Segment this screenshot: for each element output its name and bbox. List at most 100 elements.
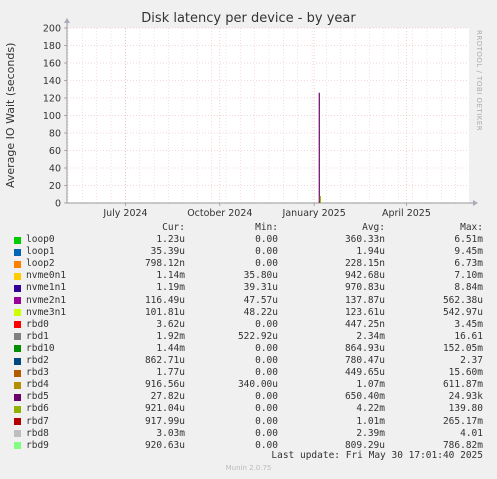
- legend-min: 522.92u: [237, 330, 278, 342]
- legend-avg: 137.87u: [344, 294, 385, 306]
- legend-swatch: [14, 430, 21, 438]
- legend-swatch: [14, 345, 21, 353]
- y-tick-label: 120: [43, 94, 61, 105]
- legend-swatch: [14, 393, 21, 401]
- legend-name: nvme2n1: [26, 294, 67, 306]
- legend-swatch: [14, 321, 21, 329]
- legend-max: 15.60m: [448, 367, 483, 379]
- legend-cur: 1.23u: [156, 234, 185, 246]
- legend-swatch: [14, 236, 21, 244]
- y-tick-label: 0: [55, 199, 61, 210]
- legend-avg: 449.65u: [344, 367, 385, 379]
- legend-header: Cur: Min: Avg: Max:: [10, 222, 490, 234]
- legend-avg: 864.93u: [344, 342, 385, 354]
- y-tick-label: 160: [43, 59, 61, 70]
- legend-avg: 1.07m: [356, 379, 385, 391]
- legend-avg: 360.33n: [344, 234, 385, 246]
- legend: Cur: Min: Avg: Max: loop0 1.23u 0.00 360.33…: [10, 222, 490, 452]
- legend-row: nvme1n1 1.19m 39.31u 970.83u 8.84m: [10, 282, 490, 294]
- legend-cur: 3.03m: [156, 427, 185, 439]
- legend-min: 0.00: [255, 234, 278, 246]
- legend-swatch: [14, 418, 21, 425]
- legend-avg: 4.22m: [356, 403, 385, 415]
- legend-min: 0.00: [255, 403, 278, 415]
- x-tick-label: April 2025: [382, 208, 431, 219]
- legend-avg: 2.34m: [356, 330, 385, 342]
- legend-max: 786.82m: [442, 439, 483, 451]
- legend-name: loop0: [26, 234, 55, 246]
- last-update: Last update: Fri May 30 17:01:40 2025: [271, 450, 483, 461]
- legend-avg: 1.01m: [356, 415, 385, 427]
- legend-cur: 917.99u: [144, 415, 185, 427]
- legend-avg: 123.61u: [344, 306, 385, 318]
- x-tick-label: January 2025: [282, 208, 346, 219]
- legend-min: 0.00: [255, 427, 278, 439]
- legend-swatch: [14, 248, 21, 256]
- plot-area: 0 20 40 60 80 100 120 140 160 180 200 July 2024 Octo…: [43, 18, 478, 219]
- legend-avg: 650.40m: [344, 391, 385, 403]
- legend-cur: 920.63u: [144, 439, 185, 451]
- x-tick-label: October 2024: [187, 208, 252, 219]
- legend-swatch: [14, 405, 21, 413]
- legend-cur: 3.62u: [156, 318, 185, 330]
- legend-swatch: [14, 381, 21, 389]
- legend-max: 6.73m: [454, 258, 483, 270]
- legend-min: 47.57u: [243, 294, 278, 306]
- legend-min: 0.00: [255, 367, 278, 379]
- legend-name: rbd5: [26, 391, 49, 403]
- legend-swatch: [14, 297, 21, 305]
- y-tick-label: 60: [49, 146, 61, 157]
- legend-header-max: Max:: [460, 222, 483, 233]
- legend-cur: 798.12n: [144, 258, 185, 270]
- legend-swatch: [14, 357, 21, 365]
- legend-row: rbd10 1.44m 0.00 864.93u 152.05m: [10, 343, 490, 355]
- legend-min: 340.00u: [237, 379, 278, 391]
- legend-min: 0.00: [255, 258, 278, 270]
- legend-name: rbd2: [26, 355, 49, 367]
- y-tick-label: 100: [43, 111, 61, 122]
- legend-name: rbd6: [26, 403, 49, 415]
- legend-name: rbd10: [26, 342, 55, 354]
- legend-name: rbd0: [26, 318, 49, 330]
- legend-header-cur: Cur:: [162, 222, 185, 233]
- legend-max: 24.93k: [448, 391, 483, 403]
- legend-avg: 809.29u: [344, 439, 385, 451]
- legend-cur: 35.39u: [150, 246, 185, 258]
- x-axis-arrow: [473, 200, 478, 206]
- legend-max: 4.01: [460, 427, 483, 439]
- legend-avg: 970.83u: [344, 282, 385, 294]
- legend-max: 9.45m: [454, 246, 483, 258]
- legend-row: rbd8 3.03m 0.00 2.39m 4.01: [10, 428, 490, 440]
- legend-avg: 1.94u: [356, 246, 385, 258]
- legend-swatch: [14, 442, 21, 450]
- legend-min: 48.22u: [243, 306, 278, 318]
- legend-row: nvme3n1 101.81u 48.22u 123.61u 542.97u: [10, 307, 490, 319]
- legend-min: 39.31u: [243, 282, 278, 294]
- y-tick-label: 20: [49, 181, 61, 192]
- y-axis-arrow: [64, 18, 70, 23]
- chart-title: Disk latency per device - by year: [141, 11, 356, 26]
- legend-cur: 1.92m: [156, 330, 185, 342]
- legend-min: 0.00: [255, 342, 278, 354]
- y-tick-label: 140: [43, 76, 61, 87]
- legend-max: 16.61: [454, 330, 483, 342]
- legend-name: loop2: [26, 258, 55, 270]
- legend-max: 562.38u: [442, 294, 483, 306]
- legend-row: rbd5 27.82u 0.00 650.40m 24.93k: [10, 391, 490, 403]
- legend-row: nvme0n1 1.14m 35.80u 942.68u 7.10m: [10, 270, 490, 282]
- legend-min: 0.00: [255, 318, 278, 330]
- legend-cur: 862.71u: [144, 355, 185, 367]
- y-tick-label: 200: [43, 24, 61, 35]
- legend-avg: 942.68u: [344, 270, 385, 282]
- legend-name: loop1: [26, 246, 55, 258]
- legend-max: 6.51m: [454, 234, 483, 246]
- legend-cur: 1.44m: [156, 342, 185, 354]
- legend-max: 611.87m: [442, 379, 483, 391]
- legend-avg: 447.25n: [344, 318, 385, 330]
- legend-name: nvme1n1: [26, 282, 67, 294]
- munin-version: Munin 2.0.75: [225, 464, 272, 472]
- legend-name: nvme3n1: [26, 306, 67, 318]
- legend-name: rbd8: [26, 427, 49, 439]
- y-tick-label: 180: [43, 41, 61, 52]
